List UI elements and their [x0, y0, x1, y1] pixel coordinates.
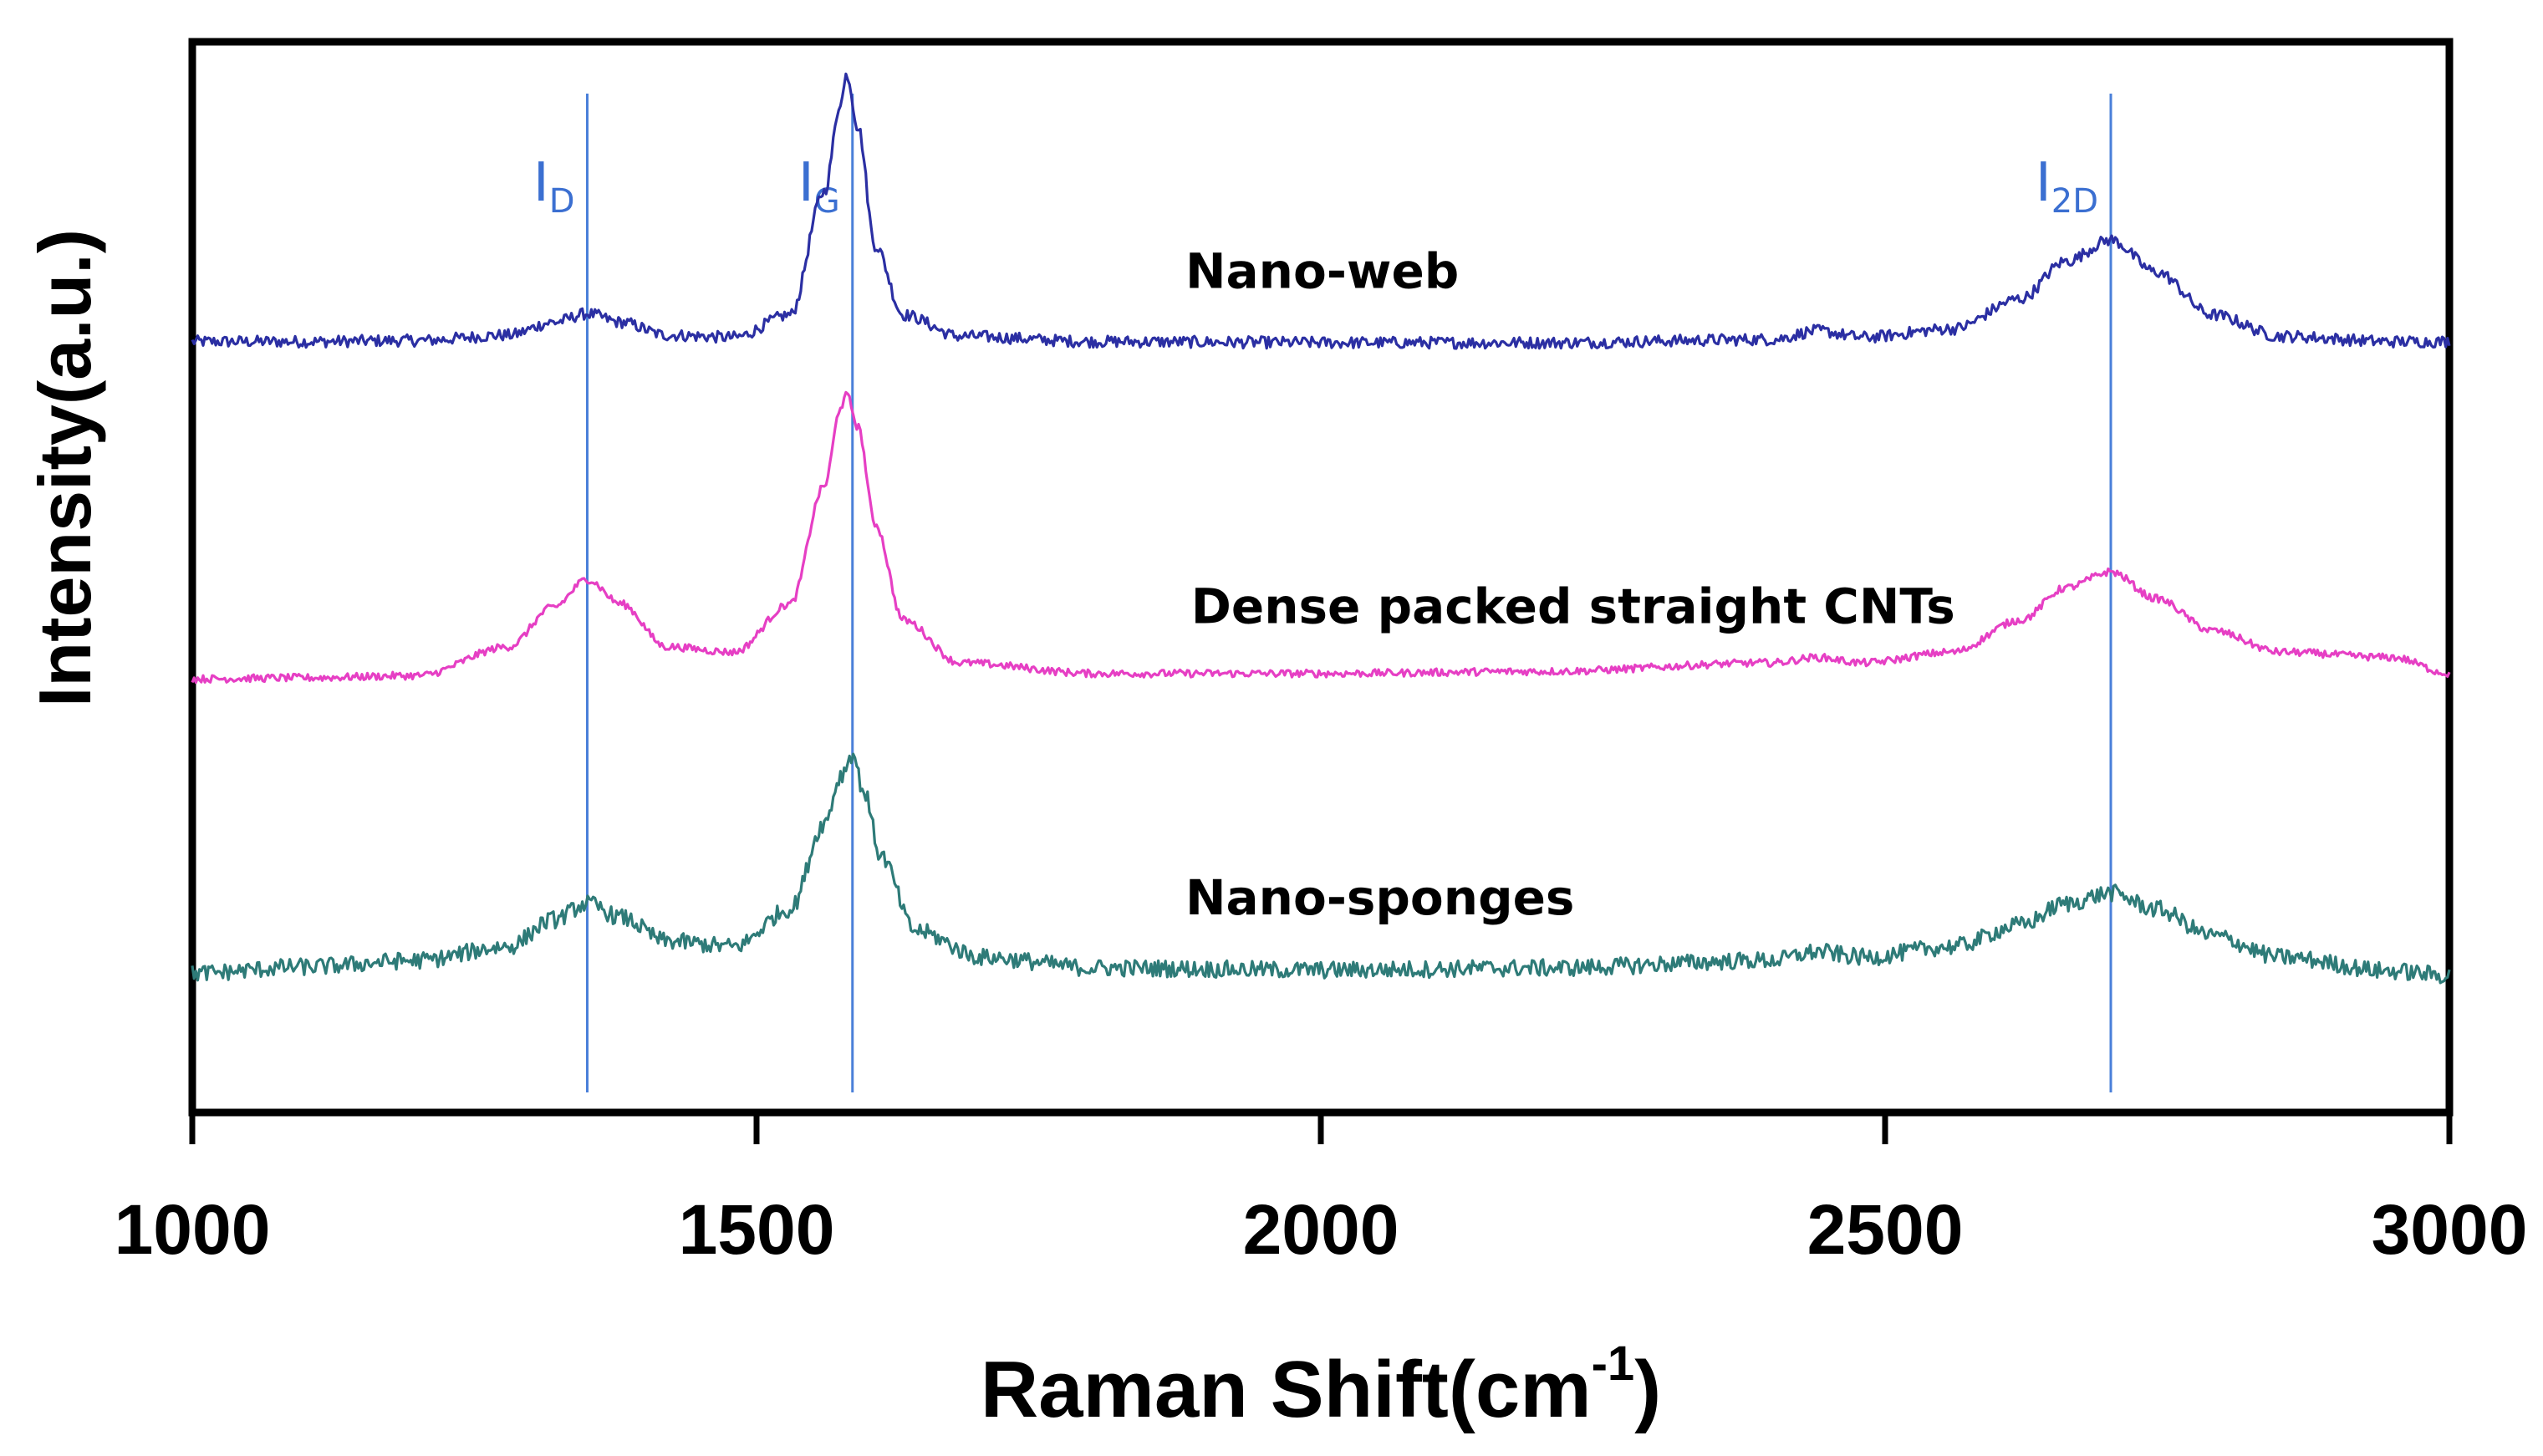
peak-label-sub-2d: 2D: [2051, 182, 2098, 221]
series-label-nano-web: Nano-web: [1185, 243, 1459, 300]
series-line-dense-packed-straight-cnts: [191, 390, 2451, 685]
x-tick-label-1500: 1500: [679, 1190, 835, 1269]
x-axis-title-suffix: ): [1634, 1345, 1661, 1434]
series-label-dense-packed-straight-cnts: Dense packed straight CNTs: [1191, 578, 1955, 635]
x-axis-title-main: Raman Shift(cm: [981, 1345, 1592, 1434]
x-axis: 1000 1500 2000 2500 3000: [115, 1112, 2528, 1269]
x-axis-title-superscript: -1: [1592, 1336, 1635, 1391]
x-tick-label-3000: 3000: [2372, 1190, 2528, 1269]
peak-label-2d: I2D: [2036, 152, 2098, 221]
x-axis-title: Raman Shift(cm-1): [981, 1336, 1661, 1434]
series-labels: Nano-web Dense packed straight CNTs Nano-s…: [1185, 243, 1955, 926]
series-line-nano-sponges: [191, 752, 2451, 985]
series-lines: [191, 72, 2451, 985]
peak-label-main-g: I: [798, 152, 814, 214]
y-axis-title: Intensity(a.u.): [23, 229, 106, 707]
peak-label-main-2d: I: [2036, 152, 2051, 214]
x-tick-label-2500: 2500: [1807, 1190, 1964, 1269]
x-tick-label-2000: 2000: [1243, 1190, 1399, 1269]
x-tick-label-1000: 1000: [115, 1190, 271, 1269]
peak-label-sub-d: D: [549, 182, 575, 221]
series-line-nano-web: [191, 72, 2451, 350]
peak-label-d: ID: [533, 152, 575, 221]
peak-label-g: IG: [798, 152, 840, 221]
peak-label-main-d: I: [533, 152, 549, 214]
peak-lines: ID IG I2D: [533, 94, 2112, 1092]
series-label-nano-sponges: Nano-sponges: [1185, 869, 1574, 926]
